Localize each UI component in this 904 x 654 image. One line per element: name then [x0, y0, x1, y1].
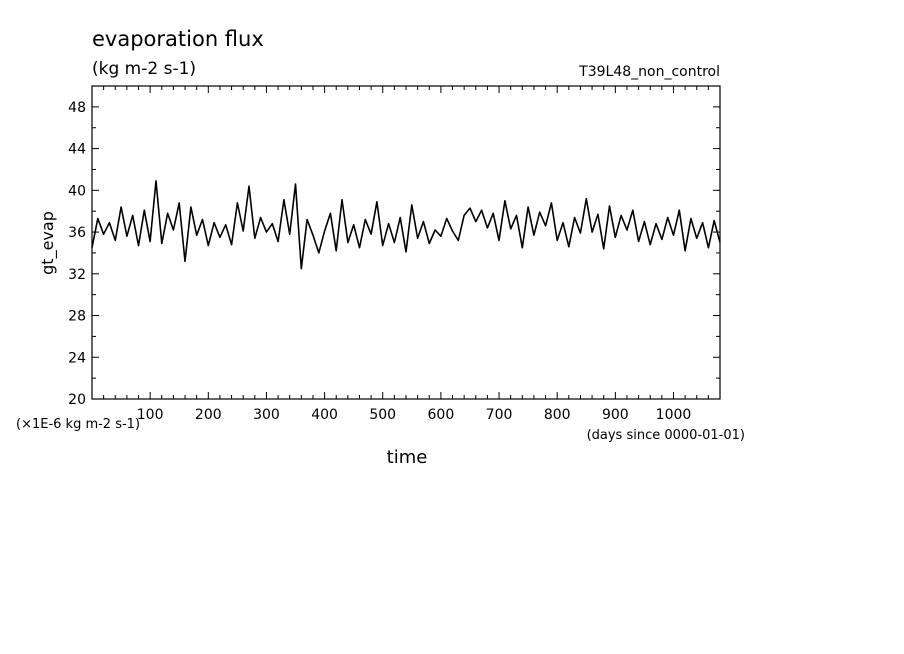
- x-tick-label: 200: [195, 407, 222, 423]
- run-label: T39L48_non_control: [578, 64, 720, 80]
- x-tick-label: 800: [544, 407, 571, 423]
- y-tick-label: 48: [68, 100, 86, 116]
- x-tick-label: 900: [602, 407, 629, 423]
- chart-title: evaporation flux: [92, 27, 264, 51]
- y-tick-label: 24: [68, 350, 86, 366]
- x-tick-labels: 100 200 300 400 500 600 700 800 900 1000: [137, 407, 692, 423]
- x-tick-label: 700: [486, 407, 513, 423]
- x-tick-label: 600: [428, 407, 455, 423]
- y-tick-label: 40: [68, 183, 86, 199]
- x-tick-label: 400: [311, 407, 338, 423]
- y-tick-label: 44: [68, 142, 86, 158]
- y-tick-label: 28: [68, 309, 86, 325]
- plot-frame: [91, 85, 721, 400]
- y-tick-label: 32: [68, 267, 86, 283]
- x-axis-label: time: [387, 447, 428, 468]
- chart-subtitle: (kg m-2 s-1): [92, 59, 196, 79]
- x-tick-label: 500: [369, 407, 396, 423]
- axis-ticks: [92, 86, 720, 399]
- y-tick-label: 20: [68, 392, 86, 408]
- y-tick-label: 36: [68, 225, 86, 241]
- series-line-gt-evap: [91, 180, 721, 270]
- x-tick-label: 100: [137, 407, 164, 423]
- y-axis-label: gt_evap: [38, 211, 58, 275]
- y-units-label: (×1E-6 kg m-2 s-1): [16, 417, 140, 432]
- x-tick-label: 1000: [656, 407, 692, 423]
- y-tick-labels: 20 24 28 32 36 40 44 48: [68, 100, 86, 408]
- x-tick-label: 300: [253, 407, 280, 423]
- x-units-label: (days since 0000-01-01): [587, 428, 745, 443]
